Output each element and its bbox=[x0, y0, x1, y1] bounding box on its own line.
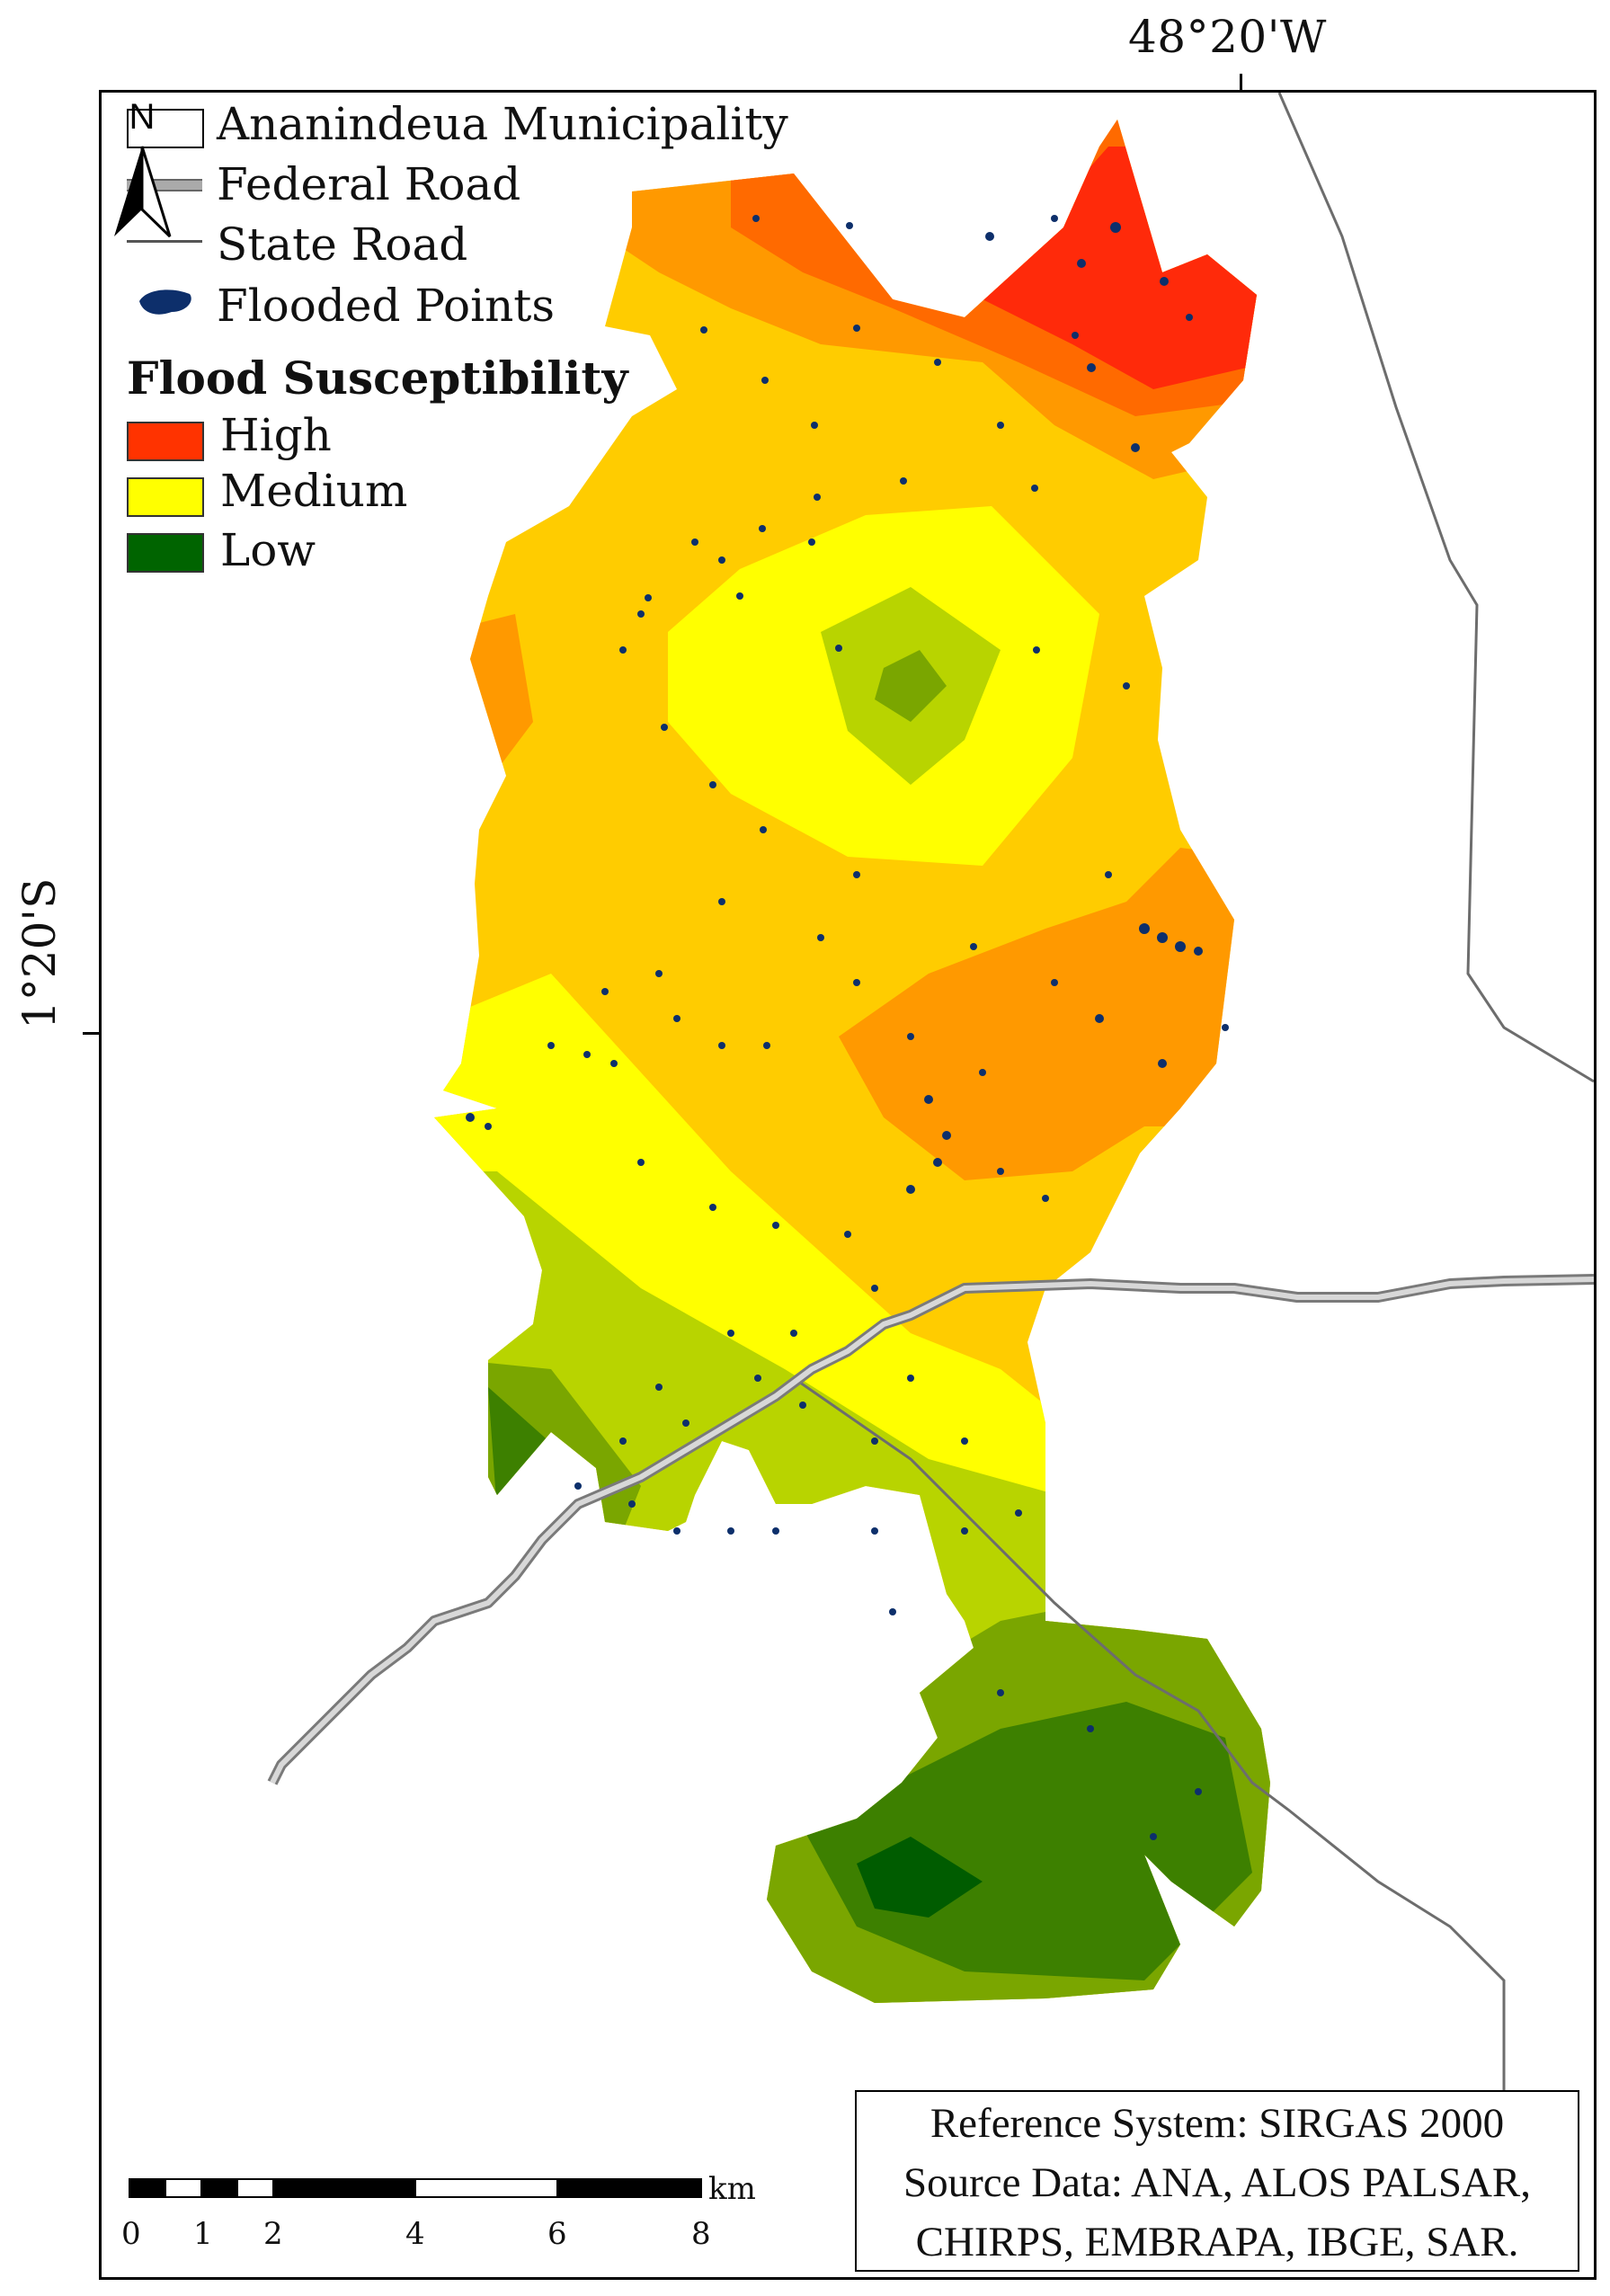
legend-municipality-label: Ananindeua Municipality bbox=[217, 98, 788, 150]
metadata-box: Reference System: SIRGAS 2000 Source Dat… bbox=[855, 2090, 1579, 2272]
latitude-label: 1°20'S bbox=[13, 877, 66, 1029]
longitude-tick bbox=[1240, 74, 1242, 92]
scale-unit: km bbox=[708, 2171, 756, 2207]
source-data-line1: Source Data: ANA, ALOS PALSAR, bbox=[903, 2159, 1532, 2206]
scale-tick-6: 6 bbox=[547, 2216, 567, 2252]
high-swatch bbox=[127, 422, 204, 461]
municipality-swatch bbox=[127, 109, 204, 148]
legend-title: Flood Susceptibility bbox=[127, 352, 628, 405]
longitude-label: 48°20'W bbox=[1128, 11, 1327, 63]
scale-tick-0: 0 bbox=[121, 2216, 141, 2252]
legend-federal-road-label: Federal Road bbox=[217, 158, 521, 210]
legend-high-label: High bbox=[220, 409, 332, 461]
latitude-tick bbox=[83, 1032, 101, 1035]
state-road-south bbox=[793, 1376, 1506, 2178]
flooded-points bbox=[466, 215, 1229, 1840]
state-road-east bbox=[1277, 93, 1594, 1083]
legend-state-road-label: State Road bbox=[217, 218, 468, 271]
reference-system: Reference System: SIRGAS 2000 bbox=[930, 2100, 1505, 2147]
scale-tick-2: 2 bbox=[263, 2216, 283, 2252]
legend-medium-label: Medium bbox=[220, 465, 408, 517]
flooded-points-swatch bbox=[139, 289, 191, 315]
medium-swatch bbox=[127, 477, 204, 517]
state-road-swatch bbox=[127, 240, 202, 243]
source-data-line2: CHIRPS, EMBRAPA, IBGE, SAR. bbox=[915, 2219, 1519, 2265]
map-canvas[interactable] bbox=[102, 93, 1594, 2277]
scale-tick-1: 1 bbox=[193, 2216, 213, 2252]
legend-low-label: Low bbox=[220, 524, 316, 576]
federal-road-inner bbox=[270, 1277, 1594, 1784]
scale-tick-8: 8 bbox=[691, 2216, 711, 2252]
map-frame[interactable]: Ananindeua Municipality Federal Road Sta… bbox=[99, 90, 1597, 2280]
north-label: N bbox=[129, 97, 156, 137]
low-swatch bbox=[127, 533, 204, 573]
scale-tick-4: 4 bbox=[405, 2216, 425, 2252]
north-arrow-icon: N bbox=[114, 97, 172, 238]
scale-bar: km 0 1 2 4 6 8 bbox=[121, 2171, 756, 2268]
legend-flooded-points-label: Flooded Points bbox=[217, 280, 556, 332]
